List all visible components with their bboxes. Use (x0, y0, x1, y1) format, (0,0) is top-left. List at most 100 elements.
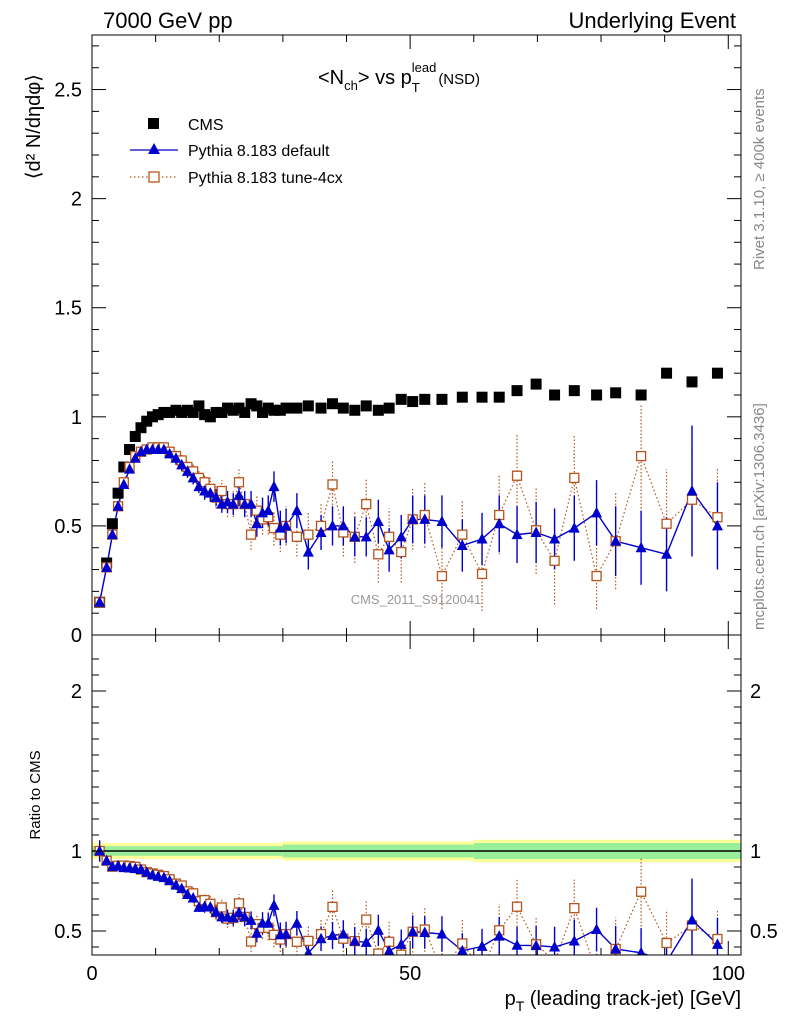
main-ticks: 0 0.5 1 1.5 2 2.5 (54, 35, 741, 647)
tune-point (476, 568, 488, 580)
legend: CMS Pythia 8.183 default Pythia 8.183 tu… (130, 117, 343, 187)
default-point (118, 478, 130, 489)
side-label-top: Rivet 3.1.10, ≥ 400k events (751, 88, 768, 270)
tune-point (686, 494, 698, 505)
default-ratio-point (476, 940, 488, 951)
default-point (193, 480, 205, 492)
default-ratio-point (101, 854, 113, 866)
ratio-ytick-label-right: 2 (750, 681, 761, 703)
cms-point (274, 404, 286, 416)
ratio-ytick-label: 2 (71, 681, 82, 703)
default-ratio-point (456, 944, 468, 955)
xlabel-sub: T (516, 998, 525, 1014)
default-point (360, 530, 372, 542)
title-mid: > vs p (358, 67, 412, 89)
default-point (187, 471, 199, 483)
default-ratio-point (164, 874, 176, 886)
tune-point (245, 529, 257, 540)
default-point (407, 513, 419, 524)
default-ratio-point (327, 929, 339, 941)
default-ratio-point (94, 845, 106, 856)
default-point (280, 519, 292, 531)
default-point (233, 489, 245, 500)
default-ratio-point (610, 943, 622, 954)
default-point (302, 546, 314, 557)
ratio-xtick-label: 0 (86, 963, 97, 985)
default-point (530, 526, 542, 537)
default-point (686, 485, 698, 496)
cms-point (233, 402, 245, 414)
default-ratio-point (227, 911, 239, 923)
svg-text:<Nch> vs pTlead(NSD): <Nch> vs pTlead(NSD) (318, 60, 480, 95)
default-ratio-point (170, 879, 182, 890)
title-post: (NSD) (438, 71, 480, 88)
cms-point (135, 422, 147, 434)
ratio-ytick-label: 1 (71, 841, 82, 863)
tune-ratio-point (291, 936, 303, 947)
cms-point (549, 389, 561, 401)
default-ratio-point (530, 939, 542, 951)
default-ratio-point (158, 871, 170, 883)
default-point (268, 480, 280, 492)
default-point (635, 541, 647, 553)
cms-point (407, 396, 419, 408)
default-ratio-point (372, 924, 384, 935)
header-left: 7000 GeV pp (103, 8, 233, 33)
default-point (337, 519, 349, 531)
legend-label-tune: Pythia 8.183 tune-4cx (188, 170, 343, 187)
title-sub1: ch (344, 78, 358, 93)
default-point (94, 596, 106, 607)
tune-point (303, 529, 314, 540)
default-ratio-point (204, 901, 216, 912)
ratio-xtick-label: 50 (399, 963, 421, 985)
legend-label-cms: CMS (188, 117, 224, 134)
tune-point (396, 546, 407, 558)
default-point (568, 522, 580, 533)
tune-point (233, 477, 245, 488)
tune-ratio-point (303, 935, 314, 947)
tune-ratio-point (361, 914, 372, 925)
tune-point (549, 555, 560, 566)
header-right: Underlying Event (568, 8, 736, 33)
ratio-ticks: 0.5 0.5 1 1 2 2 0 50 100 (54, 635, 778, 985)
cms-point (170, 404, 182, 416)
main-ytick-label: 0.5 (54, 516, 82, 538)
default-point (106, 528, 118, 540)
cms-point (181, 404, 193, 416)
cms-point (419, 393, 431, 405)
ratio-panel: 0.5 0.5 1 1 2 2 0 50 100 Ratio to CMS pT (leadin… (27, 634, 778, 1014)
default-point (549, 533, 561, 544)
tune-ratio-point (373, 948, 384, 955)
cms-point (360, 400, 372, 412)
xlabel-post: (leading track-jet) [GeV] (524, 988, 741, 1010)
default-ratio-point (493, 930, 505, 941)
default-ratio-point (181, 888, 193, 899)
main-panel: 0 0.5 1 1.5 2 2.5 ⟨d² N/dηdφ⟩ <Nch> vs pTlead… (23, 34, 742, 647)
default-ratio-point (280, 928, 292, 939)
tune-ratio-point (383, 936, 395, 947)
cms-point (268, 404, 280, 416)
cms-point (302, 400, 314, 412)
tune-point (373, 549, 384, 560)
default-point (158, 443, 170, 455)
default-ratio-point (245, 914, 257, 925)
cms-point (568, 385, 580, 397)
tune-ratio-point (569, 902, 580, 914)
main-ytick-label: 1 (71, 407, 82, 429)
main-ytick-label: 1.5 (54, 298, 82, 320)
cms-point (204, 411, 216, 423)
tune-point (569, 472, 580, 484)
default-point (315, 526, 327, 537)
ratio-ytick-label: 0.5 (54, 921, 82, 943)
default-ratio-point (187, 892, 199, 903)
default-ratio-point (135, 863, 147, 875)
default-point (511, 528, 523, 540)
cms-point (349, 404, 361, 416)
cms-point (106, 518, 118, 530)
default-ratio-point (251, 927, 263, 938)
tune-ratio-point (478, 965, 487, 974)
cms-point (476, 391, 488, 403)
cms-point (661, 367, 673, 379)
tune-ratio-point (511, 901, 523, 912)
tune-point (591, 570, 602, 582)
